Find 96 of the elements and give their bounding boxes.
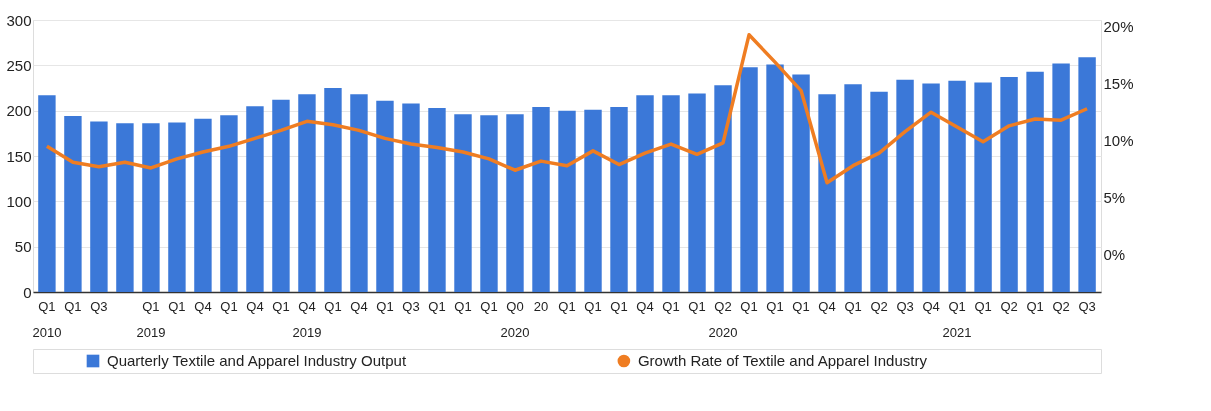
x-tick-label: Q4 [194,298,212,314]
bar [402,103,420,292]
bar [792,74,810,292]
legend-label: Quarterly Textile and Apparel Industry Output [107,352,407,369]
x-tick-label: Q2 [1000,298,1018,314]
x-tick-label: Q1 [688,298,706,314]
x-tick-label: Q3 [896,298,914,314]
x-tick-label: Q1 [272,298,290,314]
x-tick-label: Q2 [870,298,888,314]
legend-label: Growth Rate of Textile and Apparel Industry [637,352,928,369]
x-tick-label: Q4 [350,298,368,314]
x-tick-label: Q1 [610,298,628,314]
x-tick-label: Q2 [1052,298,1070,314]
bar [480,115,498,292]
bar [90,121,108,292]
x-tick-label: Q1 [168,298,186,314]
x-tick-label: Q1 [428,298,446,314]
y-tick-label: 250 [6,56,32,74]
x-tick-label: Q1 [480,298,498,314]
x-tick-label: Q3 [402,298,420,314]
x-tick-label: Q4 [818,298,836,314]
bar [922,83,940,292]
bar [1026,71,1044,292]
bar [688,93,706,292]
x-tick-label: Q1 [740,298,758,314]
x-tick-label: Q3 [90,298,108,314]
x-tick-label: Q1 2010 [32,298,62,340]
bar [714,85,732,292]
x-tick-label: Q3 [1078,298,1096,314]
y-tick-label: 0 [23,283,32,301]
bar [818,94,836,292]
y2-tick-label: 0% [1103,245,1126,263]
bar [142,123,160,292]
x-tick-label: 20 [533,298,549,314]
x-tick-label: Q1 [64,298,82,314]
bar [116,123,134,292]
y2-tick-label: 15% [1103,75,1134,93]
bar [246,106,264,292]
bar [194,118,212,292]
bar [558,110,576,292]
bar [350,94,368,292]
x-tick-label: Q2 2020 [708,298,738,340]
bar [532,107,550,292]
bar [324,88,342,292]
bar [610,107,628,292]
bar [1052,63,1070,292]
bar [454,114,472,292]
bar [376,100,394,292]
x-tick-label: Q0 2020 [500,298,530,340]
x-tick-label: Q1 [974,298,992,314]
line-series [45,33,1089,185]
bar [896,79,914,292]
bar [220,115,238,292]
bar [870,91,888,292]
bar [948,80,966,292]
y-tick-label: 50 [14,238,32,256]
y-tick-label: 100 [6,192,32,210]
bar [506,114,524,292]
bar [740,67,758,292]
y-tick-label: 200 [6,102,32,120]
y-tick-label: 150 [6,147,32,165]
bar [766,64,784,292]
y2-tick-label: 10% [1103,132,1134,150]
x-tick-label: Q1 [792,298,810,314]
x-tick-label: Q1 2019 [136,298,166,340]
bar [272,99,290,292]
bar [1000,77,1018,292]
x-tick-label: Q1 [844,298,862,314]
x-tick-label: Q1 [662,298,680,314]
bar [636,95,654,292]
y-tick-label: 300 [6,11,32,29]
y2-tick-label: 5% [1103,189,1126,207]
bar [974,82,992,292]
x-tick-label: Q1 [324,298,342,314]
bar [298,94,316,292]
x-tick-label: Q1 [584,298,602,314]
x-tick-label: Q1 [376,298,394,314]
x-tick-label: Q4 2019 [292,298,322,340]
x-tick-label: Q1 [766,298,784,314]
bar [64,116,82,292]
bar [1078,57,1096,292]
bar [38,95,56,292]
x-tick-label: Q4 [636,298,654,314]
x-tick-label: Q4 [246,298,264,314]
x-tick-label: Q1 [454,298,472,314]
bar [844,84,862,292]
bar [662,95,680,292]
y2-tick-label: 20% [1103,18,1134,36]
x-tick-label: Q1 [220,298,238,314]
bar [584,109,602,292]
x-tick-label: Q4 [922,298,940,314]
x-tick-label: Q1 2021 [942,298,972,340]
x-tick-label: Q1 [558,298,576,314]
bar [168,122,186,292]
x-tick-label: Q1 [1026,298,1044,314]
bar [428,107,446,292]
